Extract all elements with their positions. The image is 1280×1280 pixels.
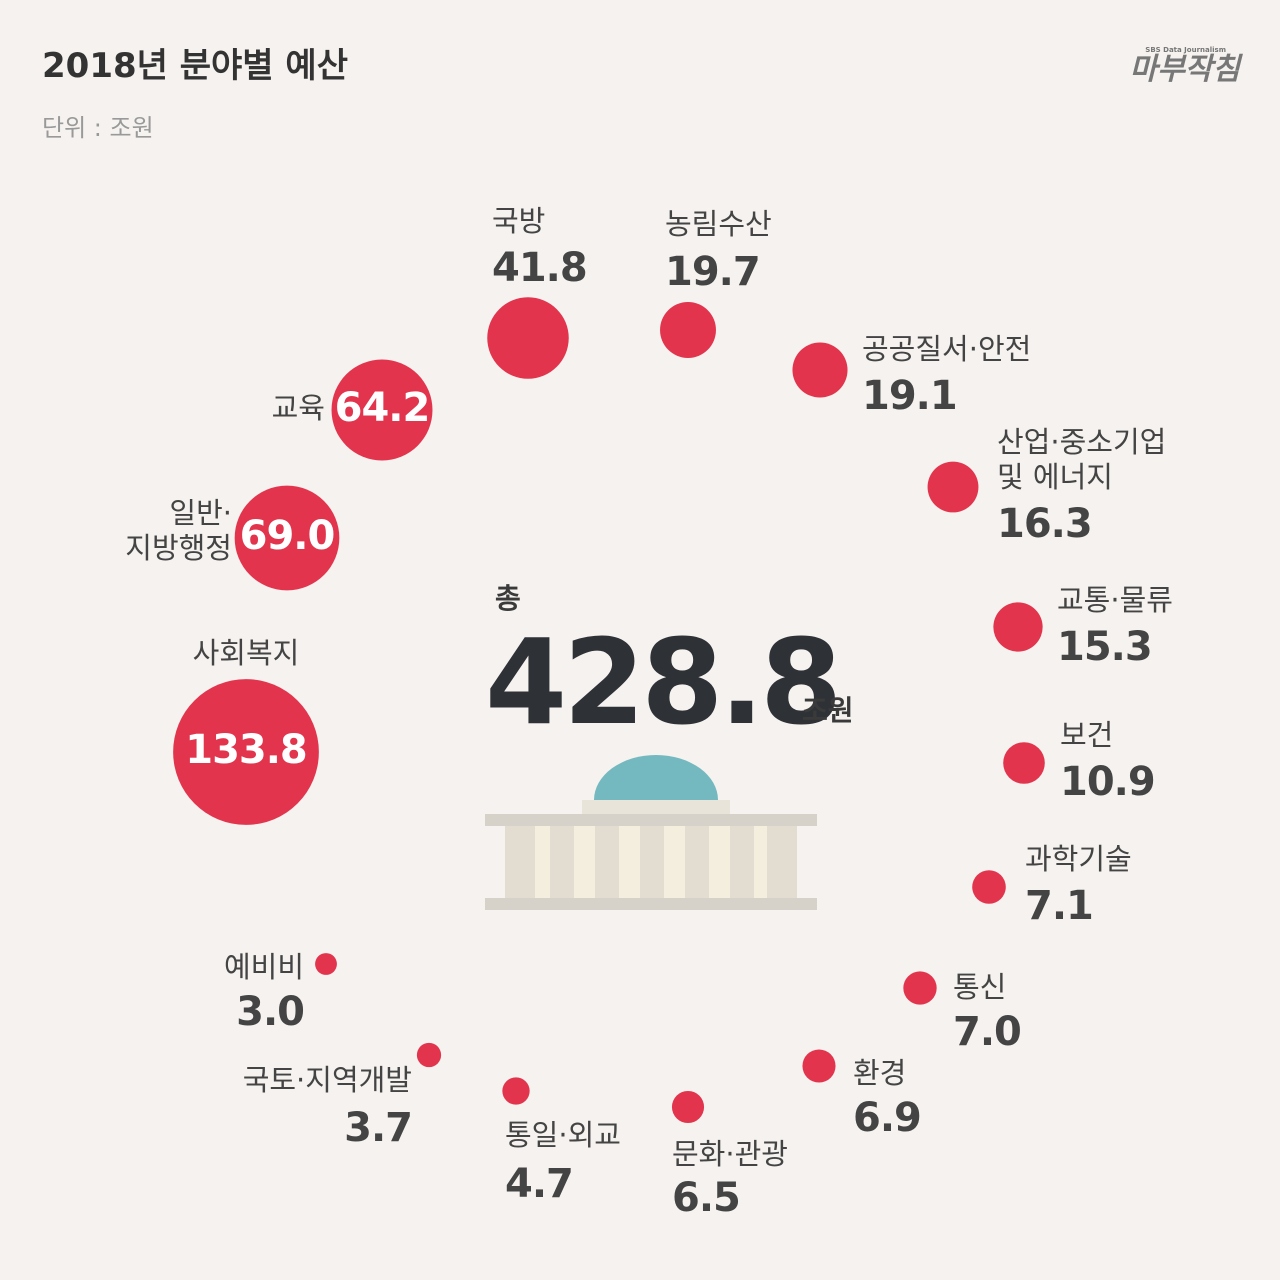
bubble xyxy=(487,297,569,379)
building-icon xyxy=(485,755,817,910)
value-label: 69.0 xyxy=(239,513,336,559)
bubble xyxy=(315,953,337,975)
subtitle: 단위 : 조원 xyxy=(42,114,154,142)
category-label: 일반· 지방행정 xyxy=(125,496,232,565)
bubble xyxy=(173,679,319,825)
bubble xyxy=(671,1090,705,1124)
value-label: 3.0 xyxy=(236,989,305,1035)
value-label: 4.7 xyxy=(505,1161,574,1207)
category-label: 사회복지 xyxy=(192,636,300,670)
total-label: 총 xyxy=(495,582,521,615)
category-label: 농림수산 xyxy=(665,207,772,241)
category-label: 산업·중소기업 및 에너지 xyxy=(997,425,1167,494)
title: 2018년 분야별 예산 xyxy=(42,46,348,86)
value-label: 19.7 xyxy=(665,249,761,295)
value-label: 41.8 xyxy=(492,245,588,291)
value-label: 64.2 xyxy=(334,385,431,431)
bubble xyxy=(234,485,340,591)
value-label: 6.5 xyxy=(672,1175,741,1221)
category-label: 과학기술 xyxy=(1025,842,1132,876)
category-label: 국토·지역개발 xyxy=(242,1063,412,1097)
bubble xyxy=(927,461,979,513)
bubble xyxy=(502,1077,530,1105)
bubble xyxy=(792,342,848,398)
value-label: 7.1 xyxy=(1025,883,1094,929)
category-label: 보건 xyxy=(1060,718,1114,752)
brand-tagline: SBS Data Journalism xyxy=(1145,46,1226,54)
total-unit: 조원 xyxy=(802,694,854,727)
value-label: 133.8 xyxy=(185,727,308,773)
value-label: 16.3 xyxy=(997,501,1093,547)
category-label: 환경 xyxy=(853,1056,907,1090)
category-label: 통신 xyxy=(953,970,1007,1004)
category-label: 교통·물류 xyxy=(1057,583,1173,617)
bubble xyxy=(331,359,433,461)
brand: 마부작침 xyxy=(1129,52,1240,87)
value-label: 19.1 xyxy=(862,373,958,419)
category-label: 통일·외교 xyxy=(505,1118,621,1152)
bubble xyxy=(972,870,1006,904)
bubble xyxy=(802,1049,836,1083)
value-label: 3.7 xyxy=(344,1105,413,1151)
value-label: 6.9 xyxy=(853,1095,922,1141)
value-label: 10.9 xyxy=(1060,759,1156,805)
bubble xyxy=(416,1042,442,1068)
bubble xyxy=(1003,742,1045,784)
category-label: 공공질서·안전 xyxy=(862,332,1032,366)
value-label: 7.0 xyxy=(953,1009,1022,1055)
value-label: 15.3 xyxy=(1057,624,1153,670)
bubble xyxy=(903,971,937,1005)
bubble xyxy=(660,302,716,358)
bubble xyxy=(993,602,1043,652)
category-label: 문화·관광 xyxy=(672,1137,788,1171)
category-label: 예비비 xyxy=(223,950,304,984)
category-label: 국방 xyxy=(492,204,546,238)
category-label: 교육 xyxy=(271,391,325,425)
total: 428.8 xyxy=(485,613,842,751)
